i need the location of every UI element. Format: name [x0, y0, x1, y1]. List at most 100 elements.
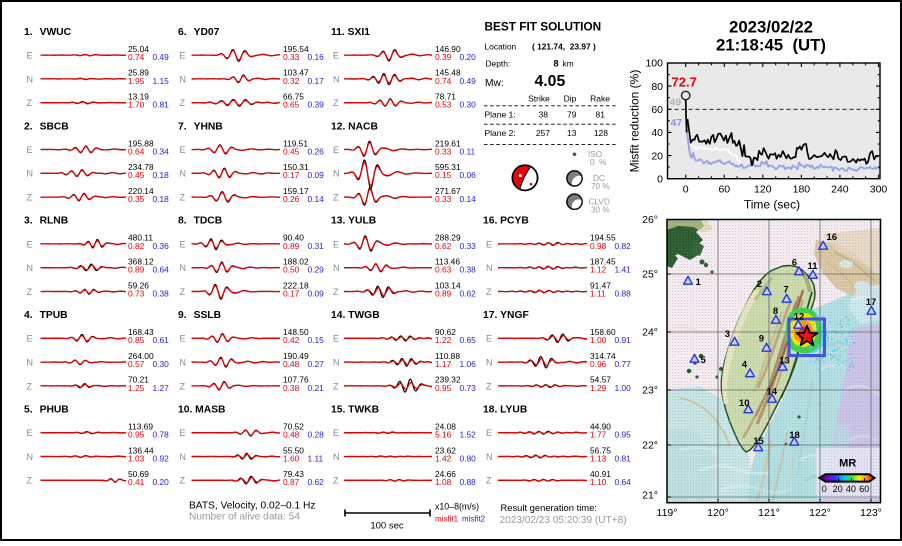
svg-text:N: N [486, 452, 493, 462]
svg-text:2: 2 [757, 279, 762, 290]
svg-text:14. TWGB: 14. TWGB [331, 310, 380, 321]
svg-text:25°: 25° [642, 269, 658, 281]
svg-text:0.61: 0.61 [153, 335, 170, 345]
svg-text:0.89: 0.89 [435, 288, 452, 298]
svg-text:N: N [180, 263, 187, 273]
svg-text:6. YD07: 6. YD07 [178, 27, 220, 38]
svg-text:0.64: 0.64 [615, 477, 632, 487]
svg-text:1.70: 1.70 [128, 100, 145, 110]
svg-text:78.71: 78.71 [435, 92, 456, 102]
svg-text:0.17: 0.17 [283, 170, 300, 180]
svg-text:0.63: 0.63 [435, 265, 452, 275]
svg-text:47: 47 [671, 117, 683, 129]
svg-text:E: E [333, 239, 339, 249]
svg-text:0.17: 0.17 [283, 288, 300, 298]
svg-text:1.22: 1.22 [435, 335, 452, 345]
svg-text:0.64: 0.64 [128, 146, 145, 156]
svg-text:0.80: 0.80 [460, 453, 477, 463]
svg-text:0.32: 0.32 [283, 76, 300, 86]
svg-text:0.33: 0.33 [435, 194, 452, 204]
svg-text:1.03: 1.03 [128, 453, 145, 463]
svg-text:20: 20 [651, 150, 663, 162]
svg-text:0.09: 0.09 [308, 170, 325, 180]
svg-text:E: E [486, 334, 492, 344]
svg-text:72.7: 72.7 [672, 75, 697, 90]
svg-text:195.88: 195.88 [128, 138, 154, 148]
svg-text:Z: Z [333, 193, 339, 203]
svg-text:264.00: 264.00 [128, 351, 154, 361]
svg-text:24.08: 24.08 [435, 422, 456, 432]
svg-text:234.78: 234.78 [128, 162, 154, 172]
svg-text:122°: 122° [809, 507, 831, 519]
svg-text:40: 40 [651, 127, 663, 139]
svg-text:0.49: 0.49 [460, 76, 477, 86]
svg-text:121°: 121° [758, 507, 780, 519]
svg-text:0.18: 0.18 [153, 170, 170, 180]
svg-text:N: N [180, 452, 187, 462]
svg-text:E: E [486, 428, 492, 438]
svg-text:Z: Z [333, 476, 339, 486]
svg-text:1.08: 1.08 [435, 477, 452, 487]
svg-text:N: N [27, 169, 34, 179]
svg-text:0.41: 0.41 [128, 477, 145, 487]
svg-text:Location: Location [485, 42, 517, 52]
svg-text:0.38: 0.38 [153, 288, 170, 298]
svg-text:0.06: 0.06 [460, 170, 477, 180]
svg-text:0.28: 0.28 [308, 430, 325, 440]
svg-text:16: 16 [827, 232, 838, 243]
svg-text:4. TPUB: 4. TPUB [24, 310, 68, 321]
svg-text:0.98: 0.98 [590, 241, 607, 251]
svg-text:1.42: 1.42 [435, 453, 452, 463]
svg-text:300: 300 [870, 184, 888, 196]
svg-text:0.14: 0.14 [308, 194, 325, 204]
svg-text:0.39: 0.39 [435, 52, 452, 62]
svg-text:N: N [333, 452, 340, 462]
svg-text:E: E [333, 51, 339, 61]
svg-text:60: 60 [718, 184, 730, 196]
svg-text:0.29: 0.29 [308, 265, 325, 275]
svg-text:5: 5 [701, 355, 707, 366]
svg-text:( 121.74, 23.97 ): ( 121.74, 23.97 ) [532, 42, 596, 52]
svg-text:50.69: 50.69 [128, 469, 149, 479]
svg-text:30 %: 30 % [591, 206, 610, 215]
svg-text:13: 13 [567, 128, 577, 138]
svg-text:N: N [333, 263, 340, 273]
svg-text:Z: Z [27, 476, 33, 486]
svg-text:N: N [180, 169, 187, 179]
svg-text:E: E [180, 51, 186, 61]
svg-text:480.11: 480.11 [128, 233, 153, 243]
svg-text:595.31: 595.31 [435, 162, 461, 172]
svg-text:8. TDCB: 8. TDCB [178, 216, 222, 227]
svg-text:23.62: 23.62 [435, 445, 456, 455]
svg-text:E: E [486, 239, 492, 249]
svg-text:0.17: 0.17 [308, 76, 325, 86]
svg-text:136.44: 136.44 [128, 445, 154, 455]
svg-text:257: 257 [536, 128, 550, 138]
svg-text:Z: Z [180, 476, 186, 486]
svg-text:1.13: 1.13 [590, 453, 607, 463]
svg-text:0.26: 0.26 [308, 146, 325, 156]
svg-text:120: 120 [754, 184, 772, 196]
svg-text:66.75: 66.75 [283, 92, 304, 102]
svg-text:0.16: 0.16 [308, 52, 325, 62]
svg-text:38: 38 [539, 110, 549, 120]
svg-text:0.88: 0.88 [615, 288, 632, 298]
svg-text:26°: 26° [642, 214, 658, 226]
svg-text:288.29: 288.29 [435, 233, 461, 243]
svg-text:2023/02/23 05:20:39 (UT+8): 2023/02/23 05:20:39 (UT+8) [500, 515, 627, 526]
svg-text:Result generation time:: Result generation time: [501, 502, 597, 513]
svg-text:239.32: 239.32 [435, 375, 461, 385]
svg-text:107.76: 107.76 [283, 375, 309, 385]
svg-text:59.26: 59.26 [128, 280, 149, 290]
svg-text:CLVD: CLVD [589, 198, 610, 207]
svg-text:0.95: 0.95 [615, 430, 632, 440]
svg-text:E: E [27, 334, 33, 344]
svg-text:4: 4 [742, 360, 748, 371]
svg-text:1.11: 1.11 [590, 288, 606, 298]
svg-text:159.17: 159.17 [283, 186, 309, 196]
svg-text:21:18:45 (UT): 21:18:45 (UT) [716, 36, 826, 55]
svg-text:N: N [27, 452, 34, 462]
svg-text:0.96: 0.96 [590, 359, 607, 369]
svg-text:1.27: 1.27 [153, 383, 170, 393]
svg-text:1.77: 1.77 [590, 430, 607, 440]
